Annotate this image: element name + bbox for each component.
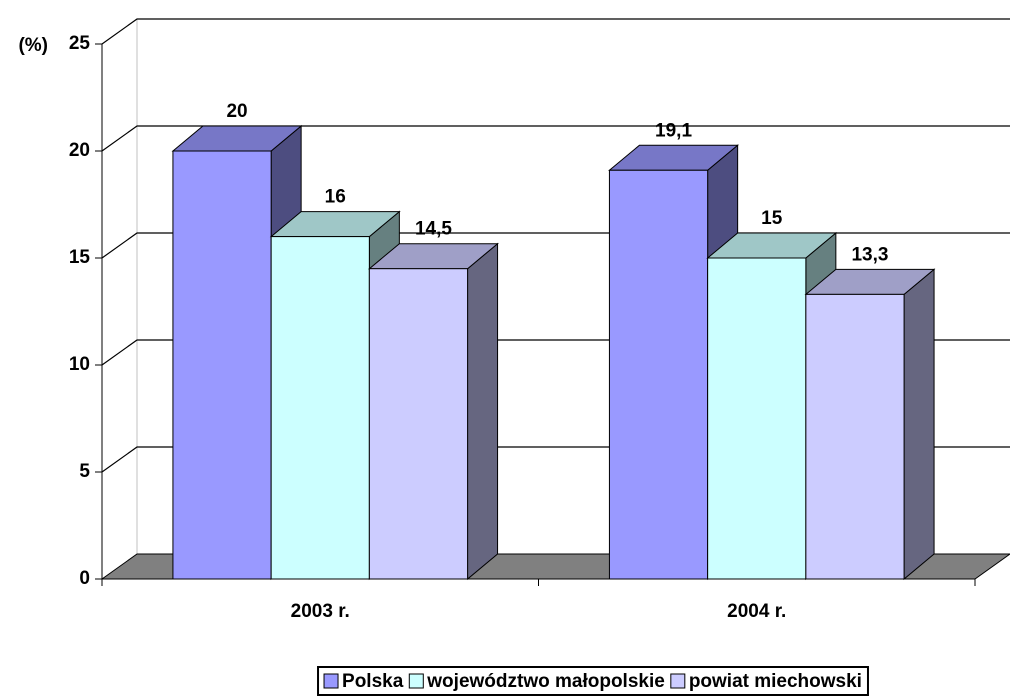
y-tick-label: 25 bbox=[69, 33, 91, 54]
y-tick-label: 15 bbox=[69, 247, 91, 268]
value-label: 20 bbox=[226, 101, 247, 122]
legend-swatch bbox=[670, 673, 686, 689]
y-tick-label: 0 bbox=[79, 568, 90, 589]
bar bbox=[270, 236, 370, 580]
legend-swatch bbox=[408, 673, 424, 689]
y-axis-label: (%) bbox=[18, 35, 48, 56]
bar bbox=[368, 268, 469, 580]
legend-swatch bbox=[323, 673, 339, 689]
bar bbox=[805, 293, 905, 580]
value-label: 13,3 bbox=[851, 244, 888, 265]
y-tick-label: 5 bbox=[79, 461, 90, 482]
y-tick-label: 10 bbox=[69, 354, 90, 375]
y-tick-label: 20 bbox=[69, 140, 90, 161]
grid-line bbox=[101, 125, 1010, 152]
x-tick-label: 2003 r. bbox=[291, 601, 350, 622]
bar bbox=[172, 150, 272, 580]
value-label: 19,1 bbox=[655, 120, 692, 141]
legend: Polska województwo małopolskie powiat miec… bbox=[317, 666, 869, 696]
legend-label: Polska bbox=[342, 671, 404, 692]
value-label: 15 bbox=[761, 208, 783, 229]
bar-side bbox=[903, 268, 935, 581]
bar bbox=[608, 169, 709, 580]
value-label: 14,5 bbox=[415, 219, 452, 240]
legend-label: powiat miechowski bbox=[689, 671, 862, 692]
bar bbox=[707, 257, 807, 580]
legend-label: województwo małopolskie bbox=[426, 671, 665, 692]
grid-line bbox=[101, 18, 1010, 45]
bar-side bbox=[467, 242, 499, 581]
value-label: 16 bbox=[325, 187, 346, 208]
x-tick-label: 2004 r. bbox=[727, 601, 786, 622]
